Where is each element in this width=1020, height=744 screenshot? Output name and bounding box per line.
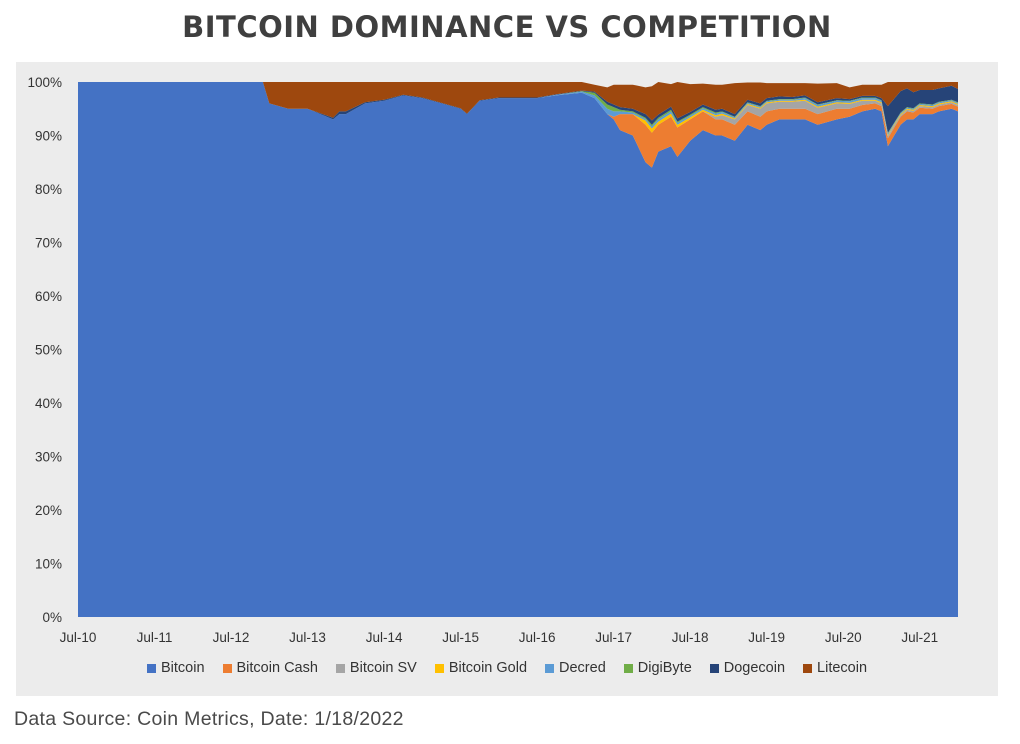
area-bitcoin	[78, 82, 958, 617]
legend-item: Bitcoin Cash	[222, 660, 318, 676]
x-tick-label: Jul-14	[366, 630, 403, 645]
y-tick-label: 100%	[27, 75, 62, 90]
y-tick-label: 10%	[35, 557, 62, 572]
legend-label: Bitcoin SV	[349, 660, 417, 676]
legend-swatch	[803, 663, 813, 673]
legend-swatch	[335, 663, 345, 673]
legend-item: Bitcoin	[146, 660, 205, 676]
x-tick-label: Jul-17	[595, 630, 632, 645]
y-tick-label: 30%	[35, 450, 62, 465]
x-tick-label: Jul-11	[137, 630, 173, 645]
y-tick-label: 50%	[35, 343, 62, 358]
x-tick-label: Jul-10	[60, 630, 97, 645]
legend-swatch	[545, 663, 555, 673]
x-tick-label: Jul-15	[442, 630, 479, 645]
legend-item: Dogecoin	[709, 660, 786, 676]
legend-swatch	[623, 663, 633, 673]
legend-label: Litecoin	[817, 660, 868, 676]
legend-label: Bitcoin Cash	[236, 660, 318, 676]
legend-swatch	[709, 663, 719, 673]
legend-label: Dogecoin	[723, 660, 786, 676]
y-tick-label: 70%	[35, 236, 62, 251]
x-tick-label: Jul-20	[825, 630, 862, 645]
x-tick-label: Jul-18	[672, 630, 709, 645]
y-axis-ticks: 0% 10% 20% 30% 40% 50% 60% 70% 80% 90% 100%	[27, 75, 62, 625]
y-tick-label: 0%	[42, 610, 62, 625]
legend-item: Bitcoin Gold	[434, 660, 528, 676]
legend-label: Bitcoin	[160, 660, 205, 676]
x-tick-label: Jul-21	[901, 630, 938, 645]
x-tick-label: Jul-12	[213, 630, 250, 645]
x-axis-ticks: Jul-10 Jul-11 Jul-12 Jul-13 Jul-14 Jul-15 Jul-…	[60, 630, 939, 645]
stacked-areas	[78, 82, 958, 617]
chart-title: BITCOIN DOMINANCE VS COMPETITION	[182, 10, 832, 44]
x-tick-label: Jul-19	[748, 630, 785, 645]
legend-item: Decred	[545, 660, 606, 676]
y-tick-label: 90%	[35, 129, 62, 144]
y-tick-label: 40%	[35, 396, 62, 411]
legend-item: Litecoin	[803, 660, 867, 676]
y-tick-label: 80%	[35, 182, 62, 197]
data-source-note: Data Source: Coin Metrics, Date: 1/18/20…	[14, 708, 404, 730]
legend-item: DigiByte	[623, 660, 692, 676]
legend-item: Bitcoin SV	[335, 660, 417, 676]
legend-label: Decred	[559, 660, 606, 676]
area-litecoin	[78, 82, 958, 121]
y-tick-label: 60%	[35, 289, 62, 304]
legend-label: DigiByte	[637, 660, 692, 676]
y-tick-label: 20%	[35, 503, 62, 518]
x-tick-label: Jul-16	[519, 630, 556, 645]
legend-label: Bitcoin Gold	[448, 660, 528, 676]
chart-legend: Bitcoin Bitcoin Cash Bitcoin SV Bitcoin Gol…	[16, 660, 998, 676]
x-tick-label: Jul-13	[289, 630, 326, 645]
legend-swatch	[434, 663, 444, 673]
legend-swatch	[222, 663, 232, 673]
legend-swatch	[146, 663, 156, 673]
